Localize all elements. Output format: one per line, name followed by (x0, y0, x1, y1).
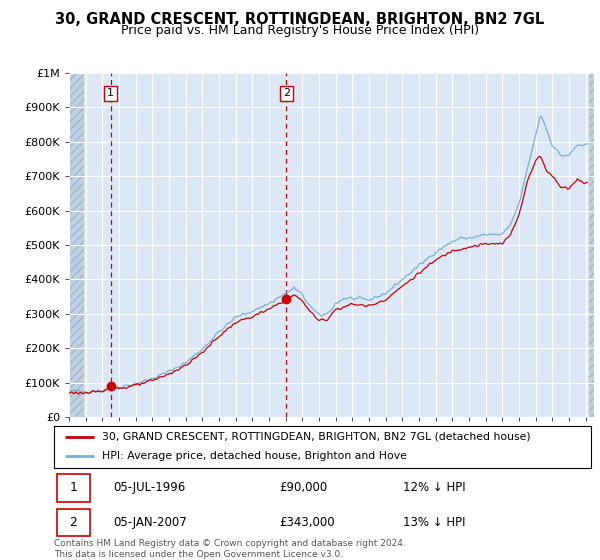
Text: 13% ↓ HPI: 13% ↓ HPI (403, 516, 466, 529)
Text: 1: 1 (70, 481, 77, 494)
FancyBboxPatch shape (56, 474, 90, 502)
Text: £343,000: £343,000 (280, 516, 335, 529)
Text: £90,000: £90,000 (280, 481, 328, 494)
Text: 12% ↓ HPI: 12% ↓ HPI (403, 481, 466, 494)
Bar (69, 73, 84, 417)
Text: 1: 1 (107, 88, 114, 99)
Text: 05-JUL-1996: 05-JUL-1996 (113, 481, 185, 494)
Text: 2: 2 (283, 88, 290, 99)
Text: 30, GRAND CRESCENT, ROTTINGDEAN, BRIGHTON, BN2 7GL (detached house): 30, GRAND CRESCENT, ROTTINGDEAN, BRIGHTO… (103, 432, 531, 442)
Bar (589, 73, 594, 417)
Text: Price paid vs. HM Land Registry's House Price Index (HPI): Price paid vs. HM Land Registry's House … (121, 24, 479, 37)
Text: HPI: Average price, detached house, Brighton and Hove: HPI: Average price, detached house, Brig… (103, 451, 407, 461)
FancyBboxPatch shape (56, 508, 90, 536)
Text: 30, GRAND CRESCENT, ROTTINGDEAN, BRIGHTON, BN2 7GL: 30, GRAND CRESCENT, ROTTINGDEAN, BRIGHTO… (55, 12, 545, 27)
Text: Contains HM Land Registry data © Crown copyright and database right 2024.
This d: Contains HM Land Registry data © Crown c… (54, 539, 406, 559)
Text: 2: 2 (70, 516, 77, 529)
Text: 05-JAN-2007: 05-JAN-2007 (113, 516, 187, 529)
